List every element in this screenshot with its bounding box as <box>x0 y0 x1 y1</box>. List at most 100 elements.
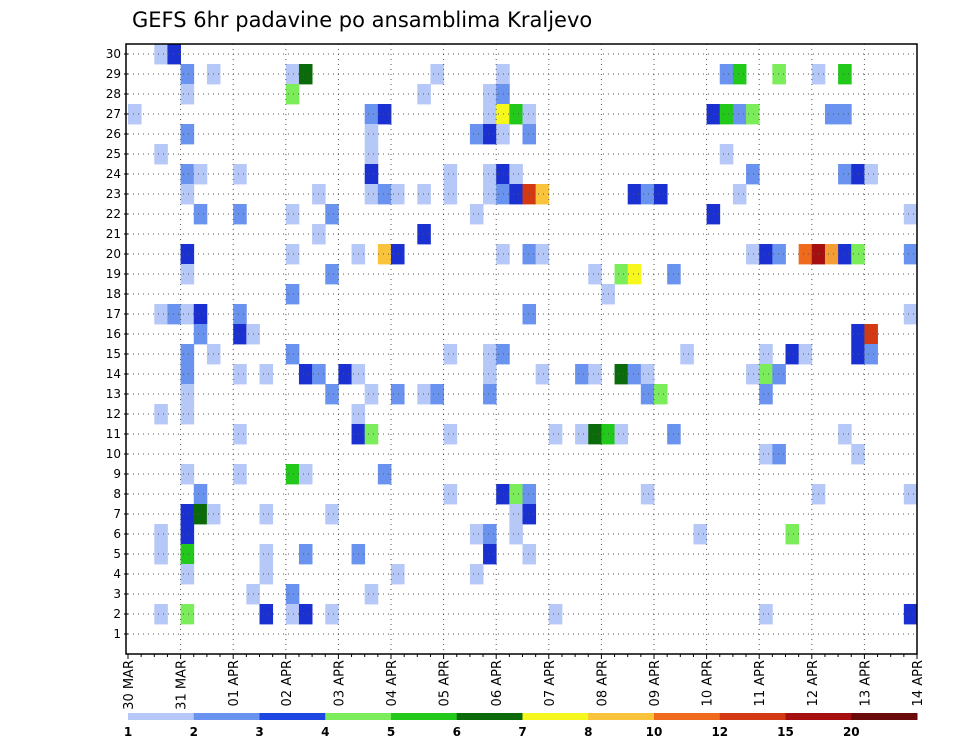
heatmap-cell <box>483 164 497 185</box>
x-tick-label: 06 APR <box>490 660 505 706</box>
heatmap-cell <box>759 244 773 265</box>
heatmap-cell <box>180 124 195 145</box>
heatmap-cell <box>443 344 458 365</box>
x-tick-label: 08 APR <box>595 660 610 706</box>
heatmap-cell <box>548 604 563 625</box>
heatmap-cell <box>377 464 392 485</box>
heatmap-cell <box>364 184 379 205</box>
y-axis-ticks: 1234567891011121314151617181920212223242… <box>106 47 128 641</box>
colorbar-label: 15 <box>777 725 794 739</box>
heatmap-cell <box>180 164 195 185</box>
heatmap-cell <box>233 424 247 445</box>
heatmap-cell <box>496 164 510 185</box>
heatmap-cell <box>233 364 247 385</box>
heatmap-cell <box>496 344 510 365</box>
heatmap-cell <box>496 484 510 505</box>
heatmap-cell <box>548 424 563 445</box>
heatmap-cell <box>509 504 523 525</box>
heatmap-cell <box>180 364 195 385</box>
heatmap-cell <box>535 364 550 385</box>
heatmap-cell <box>233 324 247 345</box>
heatmap-cell <box>838 104 852 125</box>
heatmap-cell <box>430 384 444 405</box>
heatmap-cell <box>496 124 510 145</box>
y-tick-label: 13 <box>106 387 121 401</box>
y-tick-label: 12 <box>106 407 121 421</box>
colorbar-swatch <box>851 713 918 720</box>
heatmap-cell <box>509 164 523 185</box>
heatmap-cell <box>154 44 168 65</box>
plot-frame <box>125 43 918 655</box>
heatmap-cell <box>483 84 497 105</box>
heatmap-cell <box>167 304 181 325</box>
colorbar-label: 3 <box>255 725 263 739</box>
heatmap-cell <box>732 184 747 205</box>
heatmap-cell <box>364 124 379 145</box>
heatmap-cell <box>364 164 379 185</box>
colorbar-label: 12 <box>711 725 728 739</box>
heatmap-cell <box>496 244 510 265</box>
heatmap-cell <box>180 344 195 365</box>
y-tick-label: 11 <box>106 427 121 441</box>
heatmap-cell <box>824 104 839 125</box>
heatmap-cell <box>154 524 168 545</box>
heatmap-cell <box>483 524 497 545</box>
heatmap-cell <box>575 424 589 445</box>
colorbar-label: 7 <box>518 725 526 739</box>
x-tick-label: 07 APR <box>543 660 558 706</box>
heatmap-cell <box>285 84 300 105</box>
y-tick-label: 2 <box>113 607 121 621</box>
heatmap-cell <box>154 544 168 565</box>
heatmap-cell <box>469 204 484 225</box>
heatmap-cell <box>259 604 274 625</box>
y-tick-label: 22 <box>106 207 121 221</box>
y-tick-label: 8 <box>113 487 121 501</box>
y-tick-label: 15 <box>106 347 121 361</box>
heatmap-cell <box>509 484 523 505</box>
colorbar-label: 2 <box>190 725 198 739</box>
heatmap-cell <box>298 544 313 565</box>
heatmap-cell <box>798 244 813 265</box>
heatmap-cell <box>128 104 142 125</box>
heatmap-cell <box>824 244 839 265</box>
heatmap-cell <box>522 504 537 525</box>
heatmap-cell <box>903 204 918 225</box>
heatmap-cell <box>259 544 274 565</box>
x-tick-label: 05 APR <box>438 660 453 706</box>
heatmap-cell <box>614 424 629 445</box>
chart-title: GEFS 6hr padavine po ansamblima Kraljevo <box>132 8 592 32</box>
heatmap-cell <box>838 424 852 445</box>
heatmap-cell <box>759 604 773 625</box>
heatmap-cell <box>377 244 392 265</box>
y-tick-label: 18 <box>106 287 121 301</box>
heatmap-cell <box>759 364 773 385</box>
heatmap-cell <box>298 64 313 85</box>
dotted-grid <box>128 44 917 654</box>
colorbar-swatch <box>259 713 326 720</box>
heatmap-cell <box>719 64 734 85</box>
heatmap-cell <box>180 544 195 565</box>
y-tick-label: 17 <box>106 307 121 321</box>
heatmap-cell <box>417 384 431 405</box>
y-tick-label: 10 <box>106 447 121 461</box>
heatmap-cell <box>785 524 800 545</box>
heatmap-cell <box>772 444 786 465</box>
heatmap-cell <box>180 304 195 325</box>
heatmap-cell <box>377 184 392 205</box>
heatmap-cell <box>364 384 379 405</box>
y-tick-label: 9 <box>113 467 121 481</box>
heatmap-cell <box>522 184 537 205</box>
y-tick-label: 4 <box>113 567 121 581</box>
heatmap-cell <box>391 184 405 205</box>
x-tick-label: 03 APR <box>332 660 347 706</box>
colorbar-swatch <box>456 713 523 720</box>
heatmap-cell <box>364 104 379 125</box>
y-tick-label: 29 <box>106 67 121 81</box>
colorbar-swatch <box>654 713 721 720</box>
heatmap-cell <box>154 304 168 325</box>
heatmap-cell <box>838 164 852 185</box>
heatmap-cell <box>535 244 550 265</box>
x-tick-label: 31 MAR <box>175 660 190 710</box>
heatmap-cell <box>903 304 918 325</box>
heatmap-cell <box>430 64 444 85</box>
